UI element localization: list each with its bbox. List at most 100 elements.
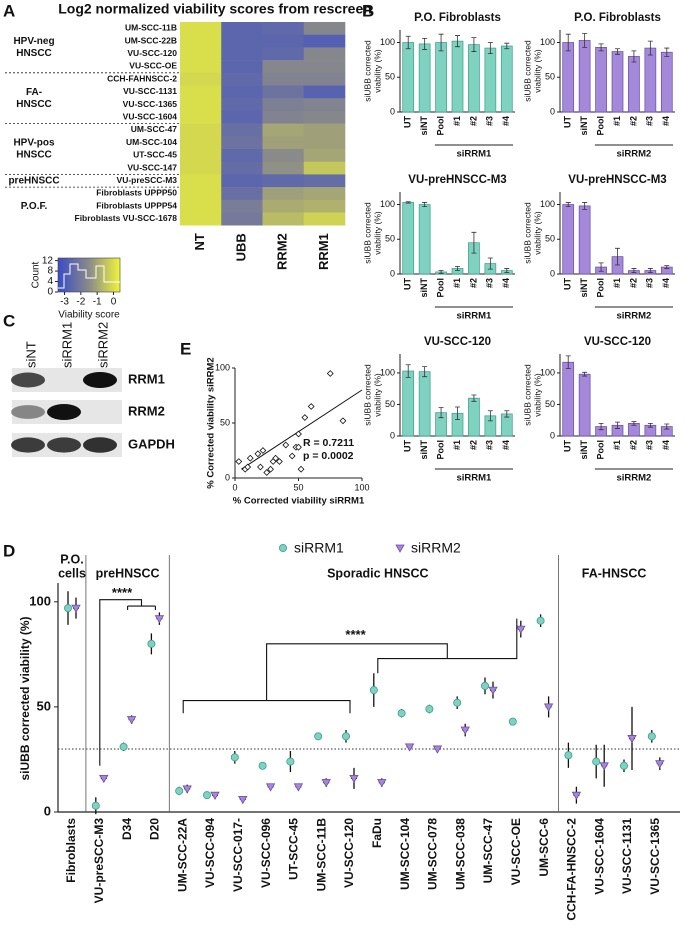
point (460, 726, 470, 735)
bar (451, 40, 464, 113)
y-tick-label: 0 (225, 472, 230, 482)
chart-title: Log2 normalized viability scores from re… (58, 1, 372, 17)
point (272, 454, 280, 462)
point (119, 742, 128, 751)
count-label: Count (31, 261, 42, 288)
row-label: UM-SCC-11B (125, 23, 177, 33)
error-bar (471, 37, 477, 52)
group-label: HPV-neg (13, 36, 54, 47)
x-tick-label: VU-SCC-1365 (648, 818, 662, 895)
point (254, 450, 262, 458)
point (282, 441, 290, 449)
x-tick-label: Pool (435, 440, 445, 460)
group-label: siRRM1 (457, 473, 493, 484)
bar (595, 47, 607, 113)
blot-band (83, 372, 117, 388)
error-bar (405, 35, 411, 50)
count-tick-label: 0 (47, 287, 53, 298)
y-axis-label: siUBB corrected (522, 202, 532, 264)
bar (578, 373, 591, 437)
group-label: HNSCC (16, 99, 52, 110)
x-tick-label: siNT (579, 278, 589, 298)
x-tick-label: D20 (148, 818, 162, 840)
row-label: UT-SCC-45 (133, 150, 177, 160)
point (599, 762, 609, 771)
bar (418, 43, 431, 113)
panel-label: A (3, 1, 15, 20)
heat-cell (180, 72, 222, 86)
bar (418, 371, 431, 437)
chart-title: VU-preHNSCC-M3 (408, 174, 506, 186)
point (564, 751, 573, 760)
point (349, 774, 359, 784)
x-tick-label: Pool (435, 116, 445, 136)
y-tick-label: 50 (545, 234, 555, 244)
error-bar (455, 406, 460, 420)
heat-cell (303, 98, 346, 112)
column-label: UBB (233, 233, 248, 261)
chart-title: VU-preHNSCC-M3 (568, 174, 666, 186)
heat-cell (303, 110, 346, 124)
x-tick-label: #4 (661, 440, 671, 450)
heat-cell (221, 85, 263, 99)
y-axis-label: viability (%) (532, 211, 542, 255)
x-tick-label: siNT (579, 116, 589, 136)
heat-cell (180, 34, 222, 48)
heat-cell (262, 22, 305, 35)
error-bar (598, 422, 604, 431)
error-bar (422, 366, 428, 378)
colorbar-tick-label: -1 (93, 297, 102, 308)
x-tick-label: #2 (628, 440, 638, 450)
x-tick-label: UM-SCC-078 (426, 818, 440, 890)
heat-cell (262, 72, 305, 86)
x-tick-label: UT (563, 440, 573, 452)
x-tick-label: #4 (501, 278, 511, 288)
bracket (99, 599, 156, 766)
heat-cell (180, 60, 222, 74)
point (627, 735, 637, 744)
bar (562, 361, 575, 437)
x-tick-label: Pool (595, 116, 605, 136)
point (307, 403, 315, 410)
point (244, 463, 252, 471)
heat-cell (262, 123, 305, 137)
point (99, 774, 109, 784)
error-bar (565, 355, 571, 369)
x-tick-label: 0 (232, 482, 237, 492)
x-tick-label: #3 (645, 116, 655, 126)
x-tick-label: Pool (595, 278, 605, 298)
protein-label: RRM1 (128, 371, 165, 386)
error-bar (565, 33, 571, 52)
bar (562, 204, 575, 275)
group-label: HNSCC (16, 150, 52, 161)
y-tick-label: 50 (385, 399, 395, 409)
group-label: P.O. (60, 552, 83, 566)
x-tick-label: #4 (501, 440, 511, 450)
x-tick-label: #3 (485, 278, 495, 288)
heat-cell (221, 123, 263, 137)
x-tick-label: UT (563, 278, 573, 290)
point (175, 786, 184, 795)
error-bar (631, 421, 637, 426)
heat-cell (303, 85, 346, 99)
point (536, 616, 545, 625)
x-tick-label: UT (403, 440, 413, 452)
x-tick-label: #1 (452, 278, 462, 288)
y-tick-label: 50 (385, 234, 395, 244)
x-tick-label: #2 (628, 278, 638, 288)
point (126, 716, 137, 725)
point (71, 604, 81, 613)
y-tick-label: 0 (550, 268, 555, 278)
heat-cell (262, 212, 305, 226)
point (257, 463, 264, 471)
error-bar (582, 371, 588, 377)
heat-cell (221, 47, 263, 61)
x-tick-label: VU-SCC-096 (259, 818, 273, 888)
x-tick-label: #4 (661, 278, 671, 288)
point (592, 757, 601, 766)
error-bar (647, 268, 653, 274)
error-bar (582, 33, 588, 48)
blot-band (83, 437, 117, 453)
error-bar (438, 270, 444, 274)
y-tick-label: 100 (215, 362, 230, 372)
